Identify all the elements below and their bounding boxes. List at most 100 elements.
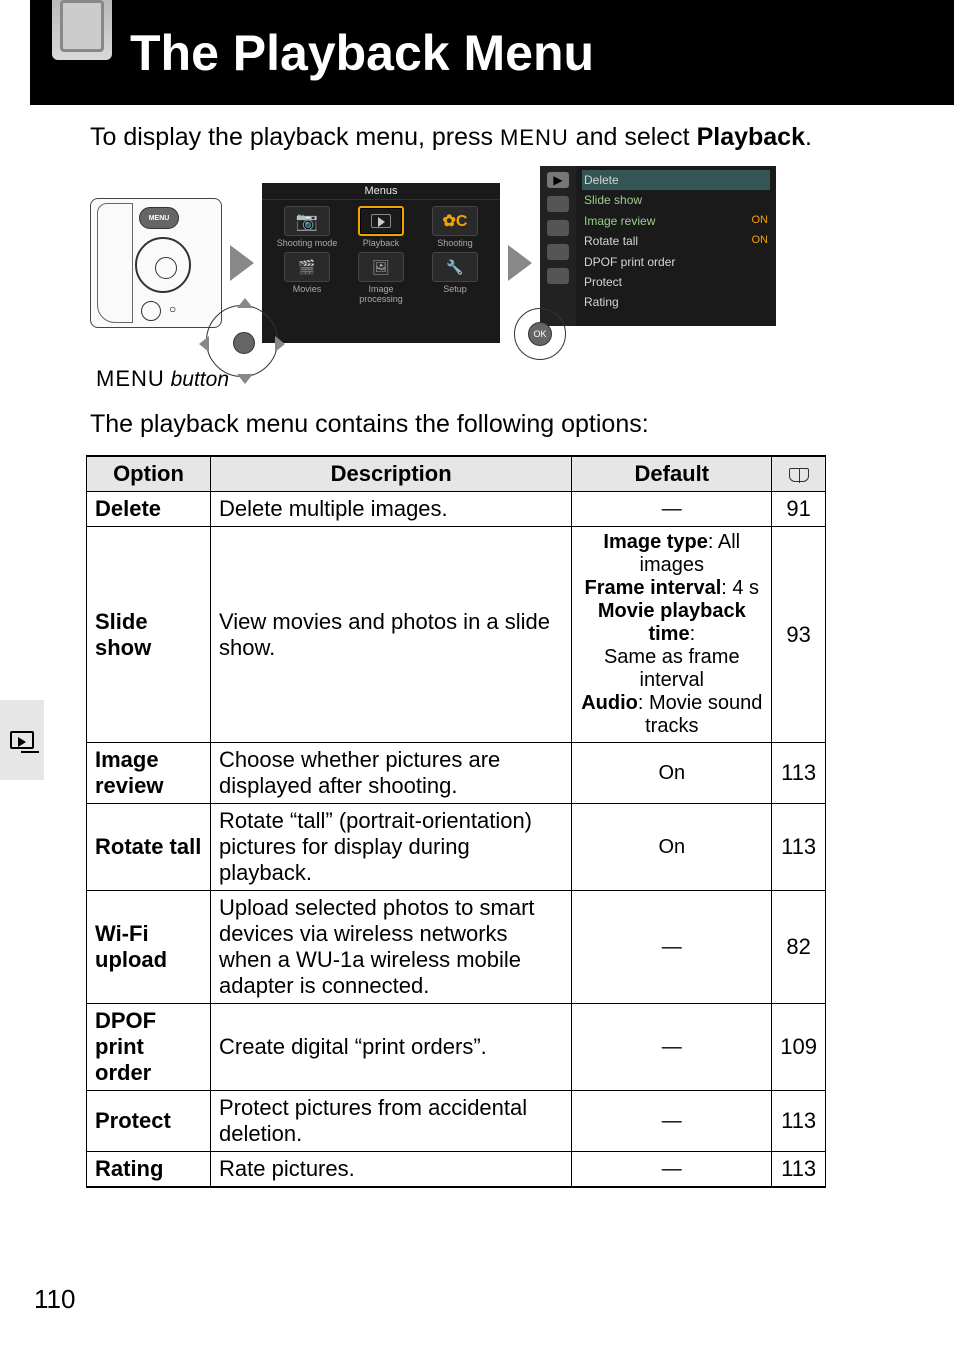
cell-default: — xyxy=(572,891,772,1004)
menu-button-graphic: MENU xyxy=(139,207,179,229)
caption-menu-glyph: MENU xyxy=(96,366,165,391)
oc-icon: ✿C xyxy=(432,206,478,236)
mode-label: Image processing xyxy=(346,284,416,304)
menu-list-row: Delete xyxy=(582,170,770,190)
menu-list-label: Image review xyxy=(584,214,655,228)
cell-option: Wi-Fi upload xyxy=(87,891,211,1004)
cell-page: 82 xyxy=(772,891,826,1004)
wrench-icon: 🔧 xyxy=(432,252,478,282)
intro-mid: and select xyxy=(569,123,697,151)
mode-label: Movies xyxy=(272,284,342,294)
play-icon xyxy=(358,206,404,236)
cell-page: 93 xyxy=(772,527,826,743)
menu-list-row: Protect xyxy=(582,272,770,292)
table-lead: The playback menu contains the following… xyxy=(90,410,894,439)
mode-cell: ✿C Shooting xyxy=(420,206,490,248)
menu-list-label: DPOF print order xyxy=(584,255,675,269)
movie-icon: 🎬 xyxy=(284,252,330,282)
figure-row: MENU ○ Menus 📷Shooting modePlayback✿CSho… xyxy=(90,166,894,360)
book-icon xyxy=(789,468,809,482)
cell-option: Image review xyxy=(87,743,211,804)
mode-label: Playback xyxy=(346,238,416,248)
cell-default: — xyxy=(572,492,772,527)
menu-list-label: Protect xyxy=(584,275,622,289)
cell-default: On xyxy=(572,743,772,804)
cell-description: Rotate “tall” (portrait-orientation) pic… xyxy=(211,804,572,891)
dpad-graphic xyxy=(135,237,191,293)
cell-default: — xyxy=(572,1091,772,1152)
cell-option: Slide show xyxy=(87,527,211,743)
menu-list-label: Slide show xyxy=(584,193,642,207)
mode-cell: 🎬 Movies xyxy=(272,252,342,304)
mini-dpad-graphic xyxy=(206,305,278,377)
cell-page: 109 xyxy=(772,1004,826,1091)
menu-glyph: MENU xyxy=(500,125,569,150)
cell-description: Protect pictures from accidental deletio… xyxy=(211,1091,572,1152)
cell-description: Upload selected photos to smart devices … xyxy=(211,891,572,1004)
cell-default: — xyxy=(572,1152,772,1188)
menu-sidebar: ▶ xyxy=(540,166,576,326)
delete-button-graphic xyxy=(141,301,161,321)
table-row: Image reviewChoose whether pictures are … xyxy=(87,743,826,804)
cell-option: Protect xyxy=(87,1091,211,1152)
options-table: Option Description Default DeleteDelete … xyxy=(86,455,826,1188)
menu-list-row: DPOF print order xyxy=(582,252,770,272)
cell-page: 113 xyxy=(772,1091,826,1152)
proc-icon: 🖼 xyxy=(358,252,404,282)
table-row: DeleteDelete multiple images.—91 xyxy=(87,492,826,527)
cell-default: On xyxy=(572,804,772,891)
cell-option: Rotate tall xyxy=(87,804,211,891)
intro-pre: To display the playback menu, press xyxy=(90,123,500,151)
menu-list-label: Delete xyxy=(584,173,619,187)
intro-post: . xyxy=(805,123,812,151)
page-number: 110 xyxy=(34,1284,75,1315)
menu-screen-list: ▶ Delete Slide show Image review ON Rotate t… xyxy=(540,166,776,326)
menu-list-row: Image review ON xyxy=(582,211,770,231)
menu-list-label: Rotate tall xyxy=(584,234,638,248)
page-title: The Playback Menu xyxy=(130,24,594,82)
table-row: ProtectProtect pictures from accidental … xyxy=(87,1091,826,1152)
cell-page: 113 xyxy=(772,1152,826,1188)
menu-list-label: Rating xyxy=(584,295,619,309)
cell-default: — xyxy=(572,1004,772,1091)
mode-label: Shooting xyxy=(420,238,490,248)
cell-page: 113 xyxy=(772,743,826,804)
table-row: DPOF print orderCreate digital “print or… xyxy=(87,1004,826,1091)
th-default: Default xyxy=(572,456,772,492)
intro-text: To display the playback menu, press MENU… xyxy=(90,123,894,152)
table-row: Rotate tallRotate “tall” (portrait-orien… xyxy=(87,804,826,891)
menu-list-row: Slide show xyxy=(582,190,770,210)
ok-button-graphic: OK xyxy=(514,308,566,360)
menu-screen-modes: Menus 📷Shooting modePlayback✿CShooting🎬M… xyxy=(262,183,500,343)
table-row: Wi-Fi uploadUpload selected photos to sm… xyxy=(87,891,826,1004)
th-description: Description xyxy=(211,456,572,492)
table-row: Slide showView movies and photos in a sl… xyxy=(87,527,826,743)
playback-section-icon xyxy=(10,731,34,749)
camera-back-illustration: MENU ○ xyxy=(90,198,222,328)
sidebar-play-icon: ▶ xyxy=(547,172,569,188)
cell-default: Image type: All imagesFrame interval: 4 … xyxy=(572,527,772,743)
mode-cell: Playback xyxy=(346,206,416,248)
mode-cell: 📷Shooting mode xyxy=(272,206,342,248)
cell-page: 113 xyxy=(772,804,826,891)
side-tab xyxy=(0,700,44,780)
cell-option: Rating xyxy=(87,1152,211,1188)
th-option: Option xyxy=(87,456,211,492)
table-row: RatingRate pictures.—113 xyxy=(87,1152,826,1188)
arrow-right-icon xyxy=(230,245,254,281)
cell-option: Delete xyxy=(87,492,211,527)
page-banner: The Playback Menu xyxy=(30,0,954,105)
cell-description: View movies and photos in a slide show. xyxy=(211,527,572,743)
mode-label: Setup xyxy=(420,284,490,294)
ok-icon: OK xyxy=(528,322,552,346)
cell-description: Choose whether pictures are displayed af… xyxy=(211,743,572,804)
cell-page: 91 xyxy=(772,492,826,527)
rec-dot: ○ xyxy=(169,302,176,316)
cell-option: DPOF print order xyxy=(87,1004,211,1091)
cell-description: Rate pictures. xyxy=(211,1152,572,1188)
mode-cell: 🖼Image processing xyxy=(346,252,416,304)
mode-cell: 🔧 Setup xyxy=(420,252,490,304)
intro-bold: Playback xyxy=(697,123,805,151)
menu-list-value: ON xyxy=(752,214,769,228)
menu-list-row: Rating xyxy=(582,292,770,312)
